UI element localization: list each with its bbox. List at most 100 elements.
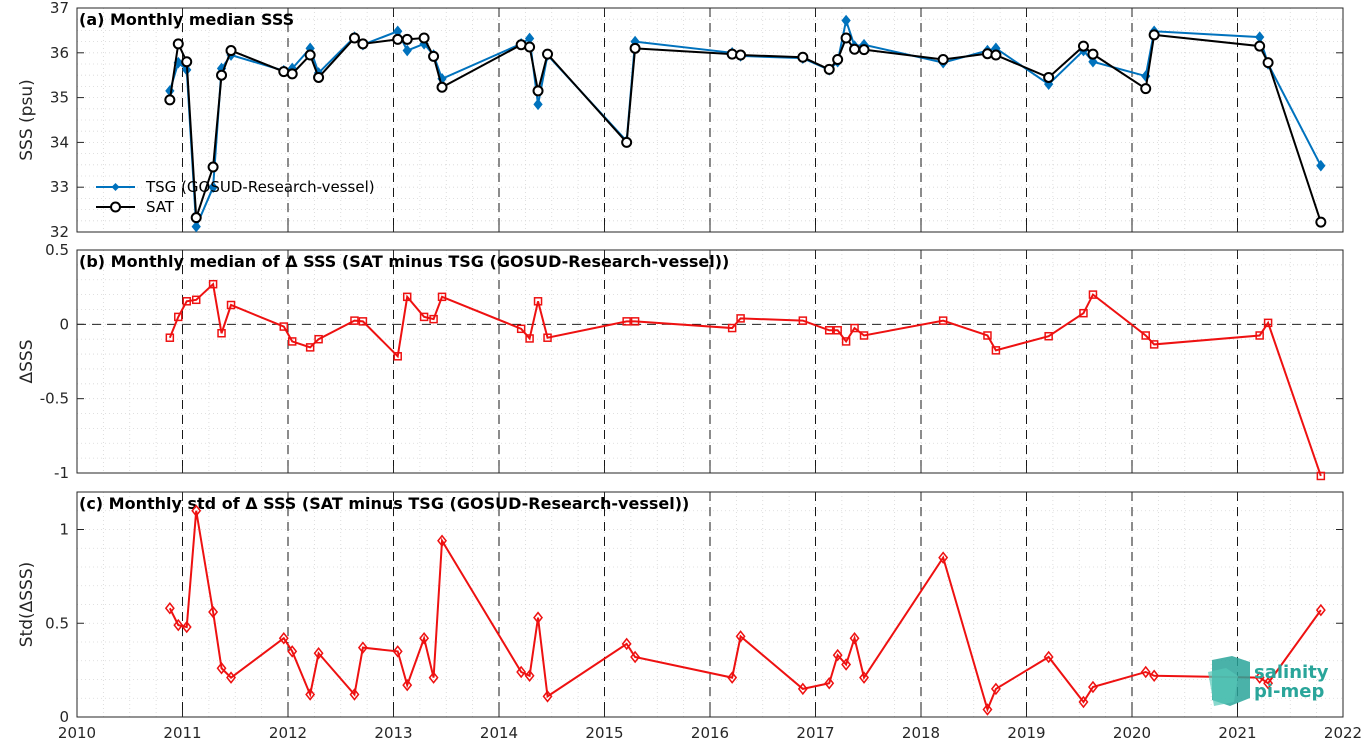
data-point: [630, 650, 641, 664]
data-point: [516, 665, 527, 679]
legend-sat-marker: [110, 201, 121, 213]
data-point: [392, 645, 403, 658]
data-point: [279, 322, 289, 331]
grid: [76, 491, 1344, 718]
panel-title: (b) Monthly median of Δ SSS (SAT minus T…: [79, 252, 729, 271]
data-point: [735, 49, 747, 61]
data-point: [1316, 471, 1326, 481]
data-point: [859, 331, 869, 340]
data-point: [525, 334, 534, 343]
y-tick-label: 34: [50, 133, 69, 151]
data-point: [621, 637, 632, 651]
data-point: [823, 63, 835, 75]
data-point: [418, 32, 430, 44]
data-point: [798, 316, 808, 325]
data-point: [849, 43, 861, 55]
data-point: [216, 662, 227, 675]
data-point: [630, 317, 640, 326]
data-point: [532, 85, 544, 97]
data-point: [173, 618, 184, 632]
x-tick-label: 2021: [1218, 724, 1256, 742]
data-point: [735, 630, 746, 643]
y-tick-label: 37: [50, 0, 69, 17]
data-point: [225, 45, 237, 57]
x-tick-label: 2019: [1007, 724, 1045, 742]
data-point: [349, 688, 360, 701]
data-point: [859, 671, 869, 684]
data-point: [437, 292, 447, 302]
data-point: [1140, 665, 1151, 679]
logo-text-line1: salinity: [1254, 662, 1329, 683]
legend: TSG (GOSUD-Research-vessel) SAT: [96, 178, 375, 216]
data-point: [164, 602, 175, 615]
data-point: [314, 334, 323, 344]
data-point: [850, 323, 859, 333]
data-point: [357, 38, 369, 50]
series-line: [168, 510, 1322, 713]
data-point: [1149, 669, 1160, 682]
data-point: [182, 297, 191, 306]
data-point: [542, 48, 554, 60]
data-point: [437, 534, 447, 547]
data-point: [313, 71, 325, 83]
data-point: [1263, 318, 1273, 328]
data-point: [797, 682, 808, 696]
y-tick-label: -1: [54, 464, 69, 482]
data-point: [1255, 331, 1264, 340]
data-point: [1078, 695, 1089, 709]
x-tick-label: 2022: [1324, 724, 1362, 742]
data-point: [286, 68, 298, 80]
x-tick-label: 2011: [163, 724, 201, 742]
data-point: [207, 161, 219, 173]
data-point: [727, 671, 738, 684]
data-point: [1254, 40, 1266, 52]
data-point: [419, 632, 430, 645]
y-axis-label: ΔSSS: [17, 339, 37, 383]
legend-sat-label: SAT: [146, 198, 175, 216]
data-point: [1043, 650, 1054, 664]
data-point: [1140, 83, 1152, 95]
data-point: [524, 41, 536, 53]
data-point: [304, 49, 316, 61]
data-point: [278, 632, 289, 645]
y-tick-label: 1: [59, 521, 69, 539]
data-point: [983, 331, 992, 340]
data-point: [736, 314, 745, 323]
data-point: [217, 329, 226, 338]
y-tick-label: 36: [50, 44, 69, 62]
data-point: [313, 647, 324, 660]
data-point: [629, 42, 641, 54]
y-axis-label: Std(ΔSSS): [17, 562, 37, 648]
series-delta: [164, 504, 1326, 716]
data-point: [991, 346, 1001, 355]
data-point: [533, 611, 543, 624]
data-point: [824, 677, 835, 690]
data-point: [181, 56, 193, 68]
y-tick-label: 0: [59, 708, 69, 726]
data-point: [172, 38, 184, 50]
data-point: [174, 312, 183, 322]
data-point: [982, 703, 993, 716]
data-point: [350, 316, 359, 325]
data-point: [226, 300, 236, 310]
data-point: [419, 312, 429, 322]
data-point: [1263, 677, 1274, 690]
data-point: [841, 337, 851, 346]
data-point: [165, 333, 175, 342]
panel-title: (a) Monthly median SSS: [79, 10, 294, 29]
logo-text-line2: pi-mep: [1254, 681, 1324, 702]
data-point: [208, 181, 218, 194]
x-tick-label: 2010: [58, 724, 96, 742]
data-point: [402, 678, 413, 692]
data-point: [191, 220, 201, 233]
data-point: [348, 32, 360, 44]
data-point: [524, 669, 535, 682]
data-point: [533, 297, 543, 306]
data-point: [841, 658, 852, 671]
data-point: [402, 44, 412, 57]
data-point: [1262, 57, 1274, 69]
x-tick-label: 2012: [269, 724, 307, 742]
data-point: [990, 49, 1002, 61]
data-point: [1087, 680, 1098, 694]
